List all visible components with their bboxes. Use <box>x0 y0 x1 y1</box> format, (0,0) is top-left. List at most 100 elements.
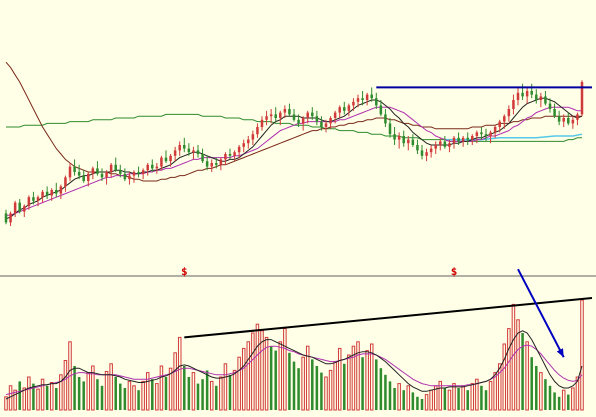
candle-body <box>480 132 483 135</box>
candle <box>475 130 479 144</box>
candle <box>384 109 387 127</box>
candle <box>535 89 538 104</box>
candle <box>530 83 533 99</box>
volume-bar <box>375 359 378 410</box>
volume-bar <box>567 394 570 410</box>
candle <box>324 119 328 133</box>
volume-bar <box>297 368 300 410</box>
candle <box>242 139 245 153</box>
candle <box>448 139 451 153</box>
candle-body <box>516 92 520 100</box>
candle <box>45 186 49 199</box>
candle-body <box>553 109 556 117</box>
candle-body <box>416 145 419 151</box>
volume-bar <box>237 356 241 411</box>
candle <box>151 159 154 172</box>
candle-body <box>109 164 113 172</box>
volume-bar <box>159 365 164 411</box>
volume-bar <box>397 383 401 411</box>
volume-bar <box>45 385 49 410</box>
candle-body <box>397 136 401 140</box>
candle-body <box>23 206 26 212</box>
candle <box>338 105 341 118</box>
candle-body <box>45 191 49 196</box>
volume-bar <box>255 323 260 411</box>
candle <box>128 172 131 185</box>
candle <box>489 130 492 144</box>
volume-bar <box>379 368 383 410</box>
volume-bar <box>109 363 113 411</box>
candle-body <box>265 116 268 120</box>
volume-bar <box>274 350 277 410</box>
candle <box>256 123 259 138</box>
candle-body <box>356 98 360 102</box>
candle <box>557 110 561 126</box>
volume-bar <box>521 333 524 410</box>
candle <box>123 168 127 181</box>
candle <box>429 145 433 158</box>
candle-body <box>123 173 127 180</box>
volume-bar <box>164 377 168 410</box>
candle-body <box>242 143 245 147</box>
candle <box>329 116 332 129</box>
candle-body <box>557 116 561 122</box>
candle-body <box>365 94 369 100</box>
candle-body <box>64 177 67 187</box>
candle <box>269 109 273 124</box>
volume-bar <box>219 376 223 411</box>
volume-bar <box>351 345 356 411</box>
candle-body <box>274 114 277 118</box>
volume-bar <box>173 352 177 411</box>
candle <box>288 103 291 117</box>
volume-bar <box>457 388 460 410</box>
volume-bar <box>22 387 27 411</box>
candle-body <box>352 101 355 106</box>
volume-bar <box>571 387 575 411</box>
candle-body <box>493 127 497 133</box>
volume-bar <box>187 377 191 410</box>
candle-body <box>439 141 442 145</box>
candle <box>219 157 223 171</box>
candle <box>82 170 85 183</box>
volume-bar <box>201 379 204 410</box>
volume-bar <box>516 319 520 411</box>
candle <box>132 170 136 183</box>
volume-bar <box>575 376 580 411</box>
candle <box>292 109 296 122</box>
candle-body <box>580 82 584 115</box>
volume-bar <box>251 332 255 411</box>
candle-body <box>448 143 451 147</box>
candle-body <box>429 148 433 153</box>
candle <box>484 128 488 142</box>
candle <box>461 136 465 147</box>
candle <box>434 141 437 154</box>
volume-bar <box>347 354 351 411</box>
volume-bar <box>369 343 374 411</box>
volume-bar <box>209 380 214 411</box>
candle-body <box>256 127 259 135</box>
candle-body <box>471 136 474 140</box>
candle-body <box>73 166 76 172</box>
candle-body <box>164 157 168 162</box>
candle-body <box>512 100 515 109</box>
candle <box>173 146 177 162</box>
candle-body <box>9 213 12 223</box>
candle-body <box>4 213 8 223</box>
volume-bar <box>77 377 81 410</box>
candle <box>580 80 584 117</box>
volume-bar <box>73 366 76 410</box>
volume-bar <box>269 346 273 410</box>
volume-bar <box>232 369 237 411</box>
volume-bar <box>337 347 342 411</box>
volume-bar <box>393 388 396 410</box>
volume-bar <box>411 392 415 410</box>
candle <box>187 143 191 156</box>
volume-bar <box>132 385 136 411</box>
candle <box>201 148 204 163</box>
candle-body <box>228 154 232 156</box>
candle <box>50 188 53 201</box>
candle <box>196 145 200 158</box>
volume-bar <box>525 341 529 411</box>
candle-body <box>192 150 195 153</box>
